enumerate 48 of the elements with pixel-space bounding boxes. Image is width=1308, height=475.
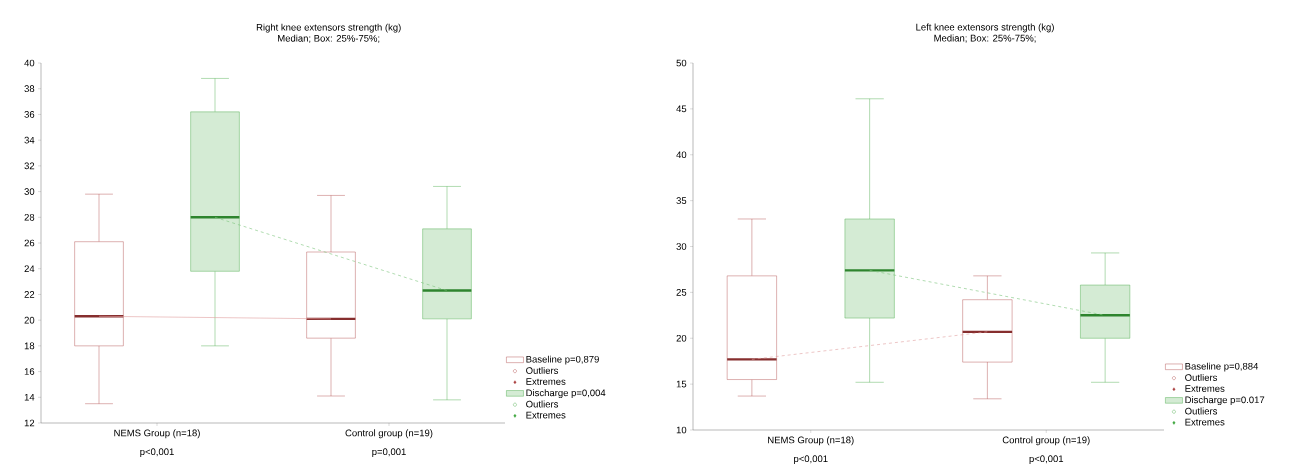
chart-title: Left knee extensors strength (kg) <box>916 23 1054 33</box>
text: Extremes <box>526 378 566 385</box>
y-tick-label: 15 <box>676 380 687 388</box>
y-tick-label: 10 <box>676 426 687 434</box>
legend-label: Baseline p=0,884 <box>1185 362 1259 372</box>
text: p<0,001 <box>140 448 174 457</box>
legend-label: Baseline p=0,879 <box>526 355 599 365</box>
text: p<0,001 <box>1029 455 1064 464</box>
text: Outliers <box>1185 407 1218 415</box>
y-tick-label: 30 <box>24 188 35 195</box>
text: Extremes <box>1185 385 1225 392</box>
y-tick-label: 34 <box>24 136 35 144</box>
text: Outliers <box>1185 373 1218 381</box>
y-tick-label: 50 <box>676 59 687 67</box>
y-tick-label: 12 <box>24 419 35 427</box>
text: Outliers <box>526 366 559 374</box>
x-tick-label: Control group (n=19) <box>1002 436 1090 446</box>
y-tick-label: 26 <box>24 239 35 247</box>
y-tick-label: 28 <box>24 213 35 221</box>
text: Extremes <box>526 411 566 419</box>
x-tick-label: Control group (n=19) <box>345 429 433 439</box>
y-tick-label: 30 <box>676 243 687 250</box>
y-tick-label: 45 <box>676 105 687 113</box>
y-tick-label: 16 <box>24 368 35 375</box>
chart-subtitle: Median; Box: 25%-75%; <box>934 34 1036 43</box>
y-tick-label: 25 <box>676 289 687 296</box>
y-tick-label: 18 <box>24 342 35 350</box>
text: Extremes <box>1185 418 1225 426</box>
legend-label: Discharge p=0.017 <box>1185 396 1265 406</box>
y-tick-label: 24 <box>24 265 35 273</box>
x-tick-label: NEMS Group (n=18) <box>114 429 200 439</box>
y-tick-label: 38 <box>24 85 35 93</box>
text: p=0,001 <box>372 448 406 457</box>
y-tick-label: 32 <box>24 162 35 170</box>
text: p<0,001 <box>794 455 828 464</box>
y-tick-label: 14 <box>24 394 35 401</box>
x-tick-label: NEMS Group (n=18) <box>768 436 854 446</box>
y-tick-label: 22 <box>24 291 35 298</box>
y-tick-label: 40 <box>24 59 35 67</box>
y-tick-label: 20 <box>676 334 687 342</box>
text: Outliers <box>526 400 559 408</box>
legend-label: Discharge p=0,004 <box>526 389 606 399</box>
y-tick-label: 20 <box>24 316 35 324</box>
y-tick-label: 40 <box>676 151 687 159</box>
y-tick-label: 36 <box>24 111 35 118</box>
y-tick-label: 35 <box>676 197 687 204</box>
chart-title: Right knee extensors strength (kg) <box>256 23 401 33</box>
chart-subtitle: Median; Box: 25%-75%; <box>278 34 380 43</box>
